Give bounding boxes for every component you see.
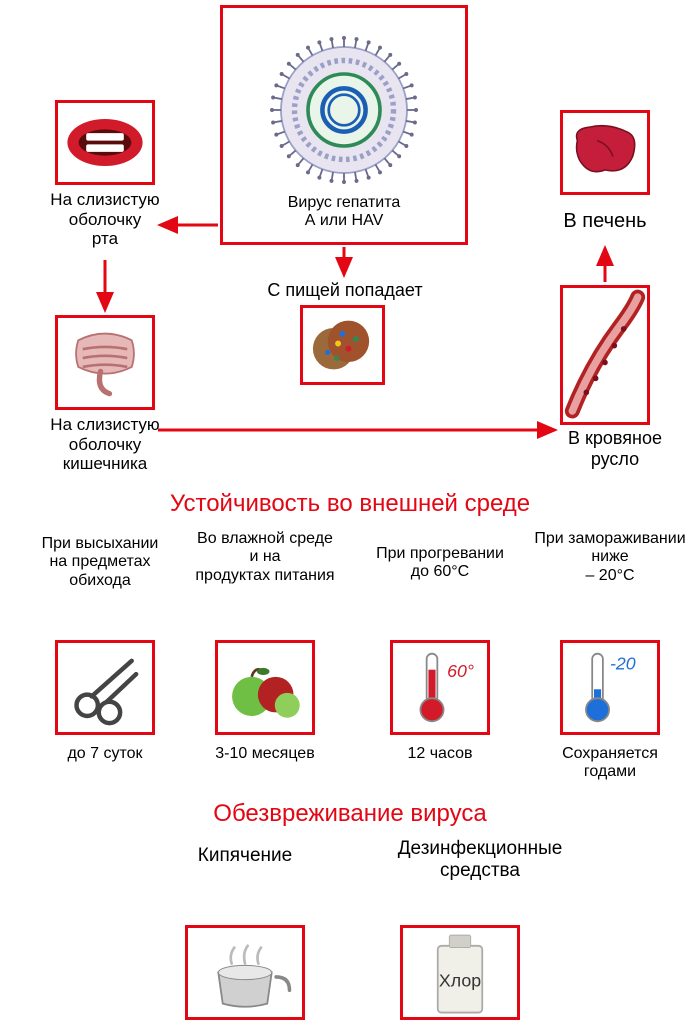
res-0-top: При высыхании на предметах обихода	[20, 535, 180, 590]
neut-0-label: Кипячение	[155, 845, 335, 867]
arrows	[0, 0, 700, 520]
section-resistance: Устойчивость во внешней среде	[0, 490, 700, 518]
chlorine-icon: Хлор	[403, 928, 517, 1017]
chlorine-text: Хлор	[439, 971, 481, 991]
res-3-bottom: Сохраняется годами	[545, 745, 675, 782]
res-3-top: При замораживании ниже – 20°С	[530, 530, 690, 585]
therm-hot-annot: 60°	[447, 661, 474, 681]
res-1-box	[215, 640, 315, 735]
res-0-bottom: до 7 суток	[55, 745, 155, 763]
fruit-icon	[218, 643, 312, 732]
res-2-box: 60°	[390, 640, 490, 735]
res-1-top: Во влажной среде и на продуктах питания	[180, 530, 350, 585]
section-neutralize: Обезвреживание вируса	[0, 800, 700, 828]
therm-cold-annot: -20	[610, 654, 636, 674]
res-2-top: При прогревании до 60°С	[360, 545, 520, 582]
neut-0-box	[185, 925, 305, 1020]
scissors-icon	[58, 643, 152, 732]
neut-1-label: Дезинфекционные средства	[370, 838, 590, 882]
boiling-icon	[188, 928, 302, 1017]
res-1-bottom: 3-10 месяцев	[200, 745, 330, 763]
neut-1-box: Хлор	[400, 925, 520, 1020]
res-2-bottom: 12 часов	[390, 745, 490, 763]
thermometer-hot-icon: 60°	[393, 643, 487, 732]
res-3-box: -20	[560, 640, 660, 735]
thermometer-cold-icon: -20	[563, 643, 657, 732]
res-0-box	[55, 640, 155, 735]
